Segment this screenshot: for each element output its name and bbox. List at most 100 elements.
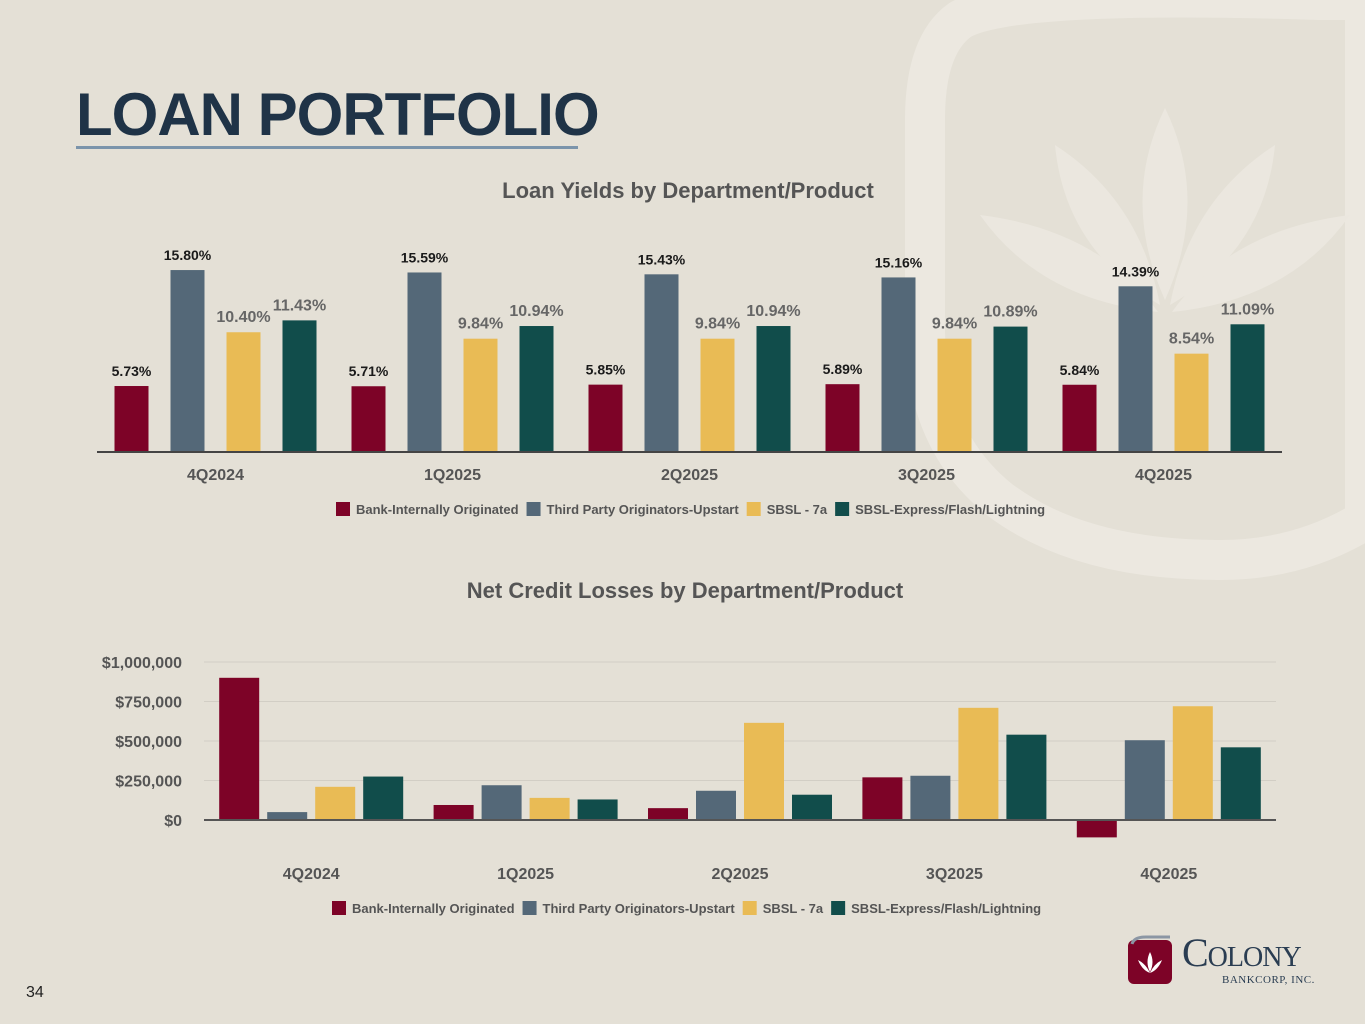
data-label: 8.54% xyxy=(1169,331,1214,348)
bar xyxy=(588,384,623,452)
bar xyxy=(529,797,570,820)
bar xyxy=(282,320,317,452)
bar xyxy=(170,270,205,452)
bar xyxy=(792,794,832,820)
y-tick-label: $750,000 xyxy=(115,695,182,712)
data-label: 5.84% xyxy=(1060,362,1100,378)
x-tick-label: 2Q2025 xyxy=(661,467,718,484)
bar xyxy=(756,326,791,452)
legend-swatch xyxy=(332,901,346,915)
data-label: 5.73% xyxy=(112,363,152,379)
x-tick-label: 3Q2025 xyxy=(898,467,955,484)
bar xyxy=(226,332,261,452)
data-label: 10.94% xyxy=(509,303,563,320)
data-label: 9.84% xyxy=(458,316,503,333)
data-label: 15.16% xyxy=(875,254,923,270)
data-label: 15.43% xyxy=(638,251,686,267)
legend-label: SBSL-Express/Flash/Lightning xyxy=(851,901,1041,916)
logo-wordmark: Colony xyxy=(1182,930,1302,975)
x-tick-label: 2Q2025 xyxy=(712,866,769,883)
bar xyxy=(1220,747,1261,820)
bar xyxy=(1118,286,1153,452)
data-label: 10.40% xyxy=(216,309,270,326)
data-label: 11.09% xyxy=(1221,301,1274,318)
bar xyxy=(696,790,736,820)
bar xyxy=(1076,820,1117,838)
x-tick-label: 1Q2025 xyxy=(424,467,481,484)
bar xyxy=(315,786,356,820)
legend-label: SBSL - 7a xyxy=(763,901,824,916)
x-tick-label: 4Q2025 xyxy=(1140,866,1197,883)
y-tick-label: $250,000 xyxy=(115,774,182,791)
data-label: 15.59% xyxy=(401,249,449,265)
bar xyxy=(958,707,999,820)
legend-label: SBSL-Express/Flash/Lightning xyxy=(855,502,1045,517)
title-underline xyxy=(76,146,578,149)
bar xyxy=(407,272,442,452)
bar xyxy=(825,384,860,452)
x-tick-label: 4Q2024 xyxy=(283,866,340,883)
bar xyxy=(937,338,972,452)
page-number: 34 xyxy=(26,984,44,1001)
x-tick-label: 4Q2025 xyxy=(1135,467,1192,484)
legend-swatch xyxy=(746,502,761,516)
data-label: 11.43% xyxy=(273,297,326,314)
bar xyxy=(114,386,149,452)
data-label: 15.80% xyxy=(164,247,212,263)
bar xyxy=(1124,740,1165,820)
data-label: 5.85% xyxy=(586,362,626,378)
bar xyxy=(219,677,260,820)
data-label: 5.89% xyxy=(823,361,863,377)
legend-label: Bank-Internally Originated xyxy=(356,502,519,517)
bar xyxy=(910,775,951,820)
bar xyxy=(1230,324,1265,452)
data-label: 9.84% xyxy=(932,316,977,333)
loan-yields-chart: Loan Yields by Department/Product 5.73% 15… xyxy=(97,178,1282,517)
bar xyxy=(644,274,679,452)
logo-subtitle: BANKCORP, INC. xyxy=(1222,974,1315,986)
x-tick-label: 4Q2024 xyxy=(187,467,244,484)
data-label: 10.89% xyxy=(983,304,1037,321)
legend-label: Third Party Originators-Upstart xyxy=(547,502,740,517)
y-tick-label: $1,000,000 xyxy=(102,655,182,672)
legend-swatch xyxy=(835,502,850,516)
x-tick-label: 1Q2025 xyxy=(497,866,554,883)
bar xyxy=(1006,734,1047,820)
data-label: 14.39% xyxy=(1112,263,1160,279)
net-credit-losses-chart: Net Credit Losses by Department/Product $… xyxy=(102,578,1276,916)
legend-label: SBSL - 7a xyxy=(767,502,828,517)
bar xyxy=(744,722,784,820)
bar xyxy=(267,812,308,820)
bar xyxy=(881,277,916,452)
bar xyxy=(1172,706,1213,820)
chart-title: Net Credit Losses by Department/Product xyxy=(467,578,904,603)
bar xyxy=(1174,353,1209,452)
bar xyxy=(577,799,618,820)
bar xyxy=(463,338,498,452)
data-label: 10.94% xyxy=(746,303,800,320)
data-label: 5.71% xyxy=(349,363,389,379)
chart-title: Loan Yields by Department/Product xyxy=(502,178,874,203)
bar xyxy=(433,804,474,820)
legend-label: Bank-Internally Originated xyxy=(352,901,515,916)
bar xyxy=(363,776,404,820)
legend-swatch xyxy=(336,502,350,516)
y-tick-label: $500,000 xyxy=(115,734,182,751)
bar xyxy=(481,785,522,820)
bar xyxy=(351,386,386,452)
legend-label: Third Party Originators-Upstart xyxy=(543,901,736,916)
bar xyxy=(862,777,903,820)
y-tick-label: $0 xyxy=(164,813,182,830)
page-title: LOAN PORTFOLIO xyxy=(76,81,600,148)
bar xyxy=(993,326,1028,452)
legend-swatch xyxy=(742,901,757,915)
company-logo: Colony BANKCORP, INC. xyxy=(1126,930,1348,990)
bar xyxy=(1062,384,1097,452)
legend-swatch xyxy=(526,502,541,516)
bar xyxy=(700,338,735,452)
data-label: 9.84% xyxy=(695,316,740,333)
bar xyxy=(648,808,688,820)
lotus-logo-icon xyxy=(1128,935,1172,984)
x-tick-label: 3Q2025 xyxy=(926,866,983,883)
